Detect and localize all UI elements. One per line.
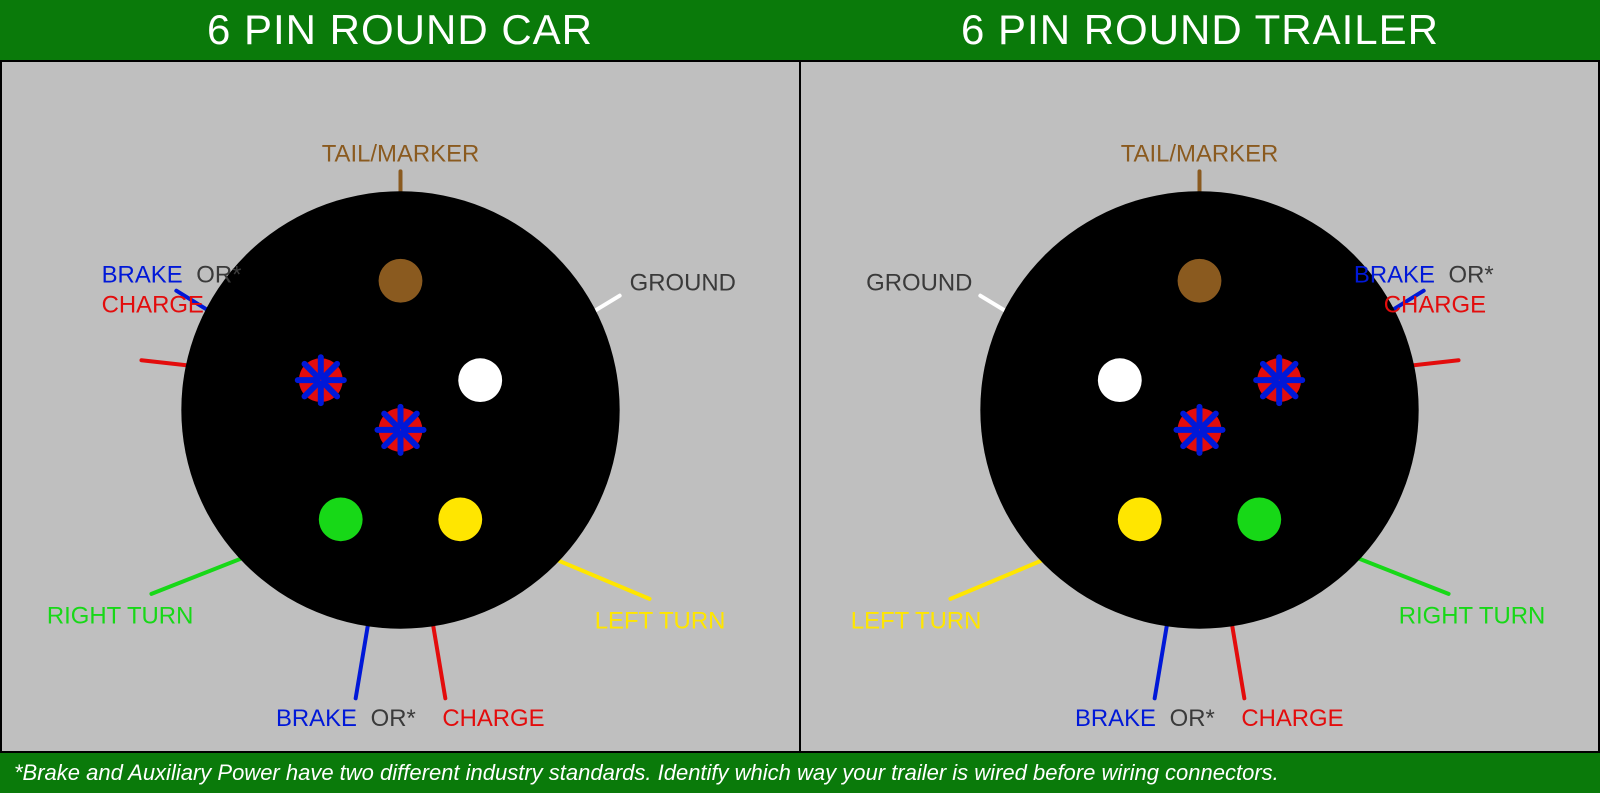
footer-note: *Brake and Auxiliary Power have two diff… <box>0 753 1600 793</box>
pin-tail-marker <box>1178 259 1222 303</box>
label-left-turn: LEFT TURN <box>595 608 726 635</box>
label-tail-marker: TAIL/MARKER <box>1121 140 1279 167</box>
connector-svg: TAIL/MARKER GROUND BRAKE OR* CHARGE BRAKE OR… <box>801 62 1598 751</box>
label-brake-charge-left: BRAKE <box>102 262 183 289</box>
label-brake-charge-right: OR* <box>1449 262 1494 289</box>
pin-ground <box>1098 358 1142 402</box>
connector-svg: TAIL/MARKER GROUND BRAKE OR* CHARGE BRAKE OR… <box>2 62 799 751</box>
pin-left-turn <box>438 497 482 541</box>
header-left: 6 PIN ROUND CAR <box>0 0 800 60</box>
label-brake-charge-left: CHARGE <box>102 292 204 319</box>
wiring-diagram-frame: 6 PIN ROUND CAR 6 PIN ROUND TRAILER TAIL… <box>0 0 1600 793</box>
panels-row: TAIL/MARKER GROUND BRAKE OR* CHARGE BRAKE OR… <box>0 60 1600 753</box>
panel-car: TAIL/MARKER GROUND BRAKE OR* CHARGE BRAKE OR… <box>0 60 801 753</box>
label-right-turn: RIGHT TURN <box>47 603 194 630</box>
pin-tail-marker <box>379 259 423 303</box>
label-brake-charge-right: CHARGE <box>1384 292 1486 319</box>
label-brake-charge-center: OR* <box>1170 705 1215 732</box>
label-brake-charge-left: OR* <box>196 262 241 289</box>
label-brake-charge-center: CHARGE <box>1241 705 1343 732</box>
label-brake-charge-center: OR* <box>371 705 416 732</box>
label-ground: GROUND <box>866 270 972 297</box>
pin-right-turn <box>319 497 363 541</box>
label-brake-charge-center: BRAKE <box>276 705 357 732</box>
header-right: 6 PIN ROUND TRAILER <box>800 0 1600 60</box>
label-brake-charge-center: BRAKE <box>1075 705 1156 732</box>
label-brake-charge-center: CHARGE <box>442 705 544 732</box>
label-ground: GROUND <box>630 270 736 297</box>
label-tail-marker: TAIL/MARKER <box>322 140 480 167</box>
header-bar: 6 PIN ROUND CAR 6 PIN ROUND TRAILER <box>0 0 1600 60</box>
pin-ground <box>458 358 502 402</box>
label-left-turn: LEFT TURN <box>851 608 982 635</box>
pin-right-turn <box>1237 497 1281 541</box>
pin-left-turn <box>1118 497 1162 541</box>
label-right-turn: RIGHT TURN <box>1399 603 1546 630</box>
panel-trailer: TAIL/MARKER GROUND BRAKE OR* CHARGE BRAKE OR… <box>801 60 1600 753</box>
label-brake-charge-right: BRAKE <box>1354 262 1435 289</box>
